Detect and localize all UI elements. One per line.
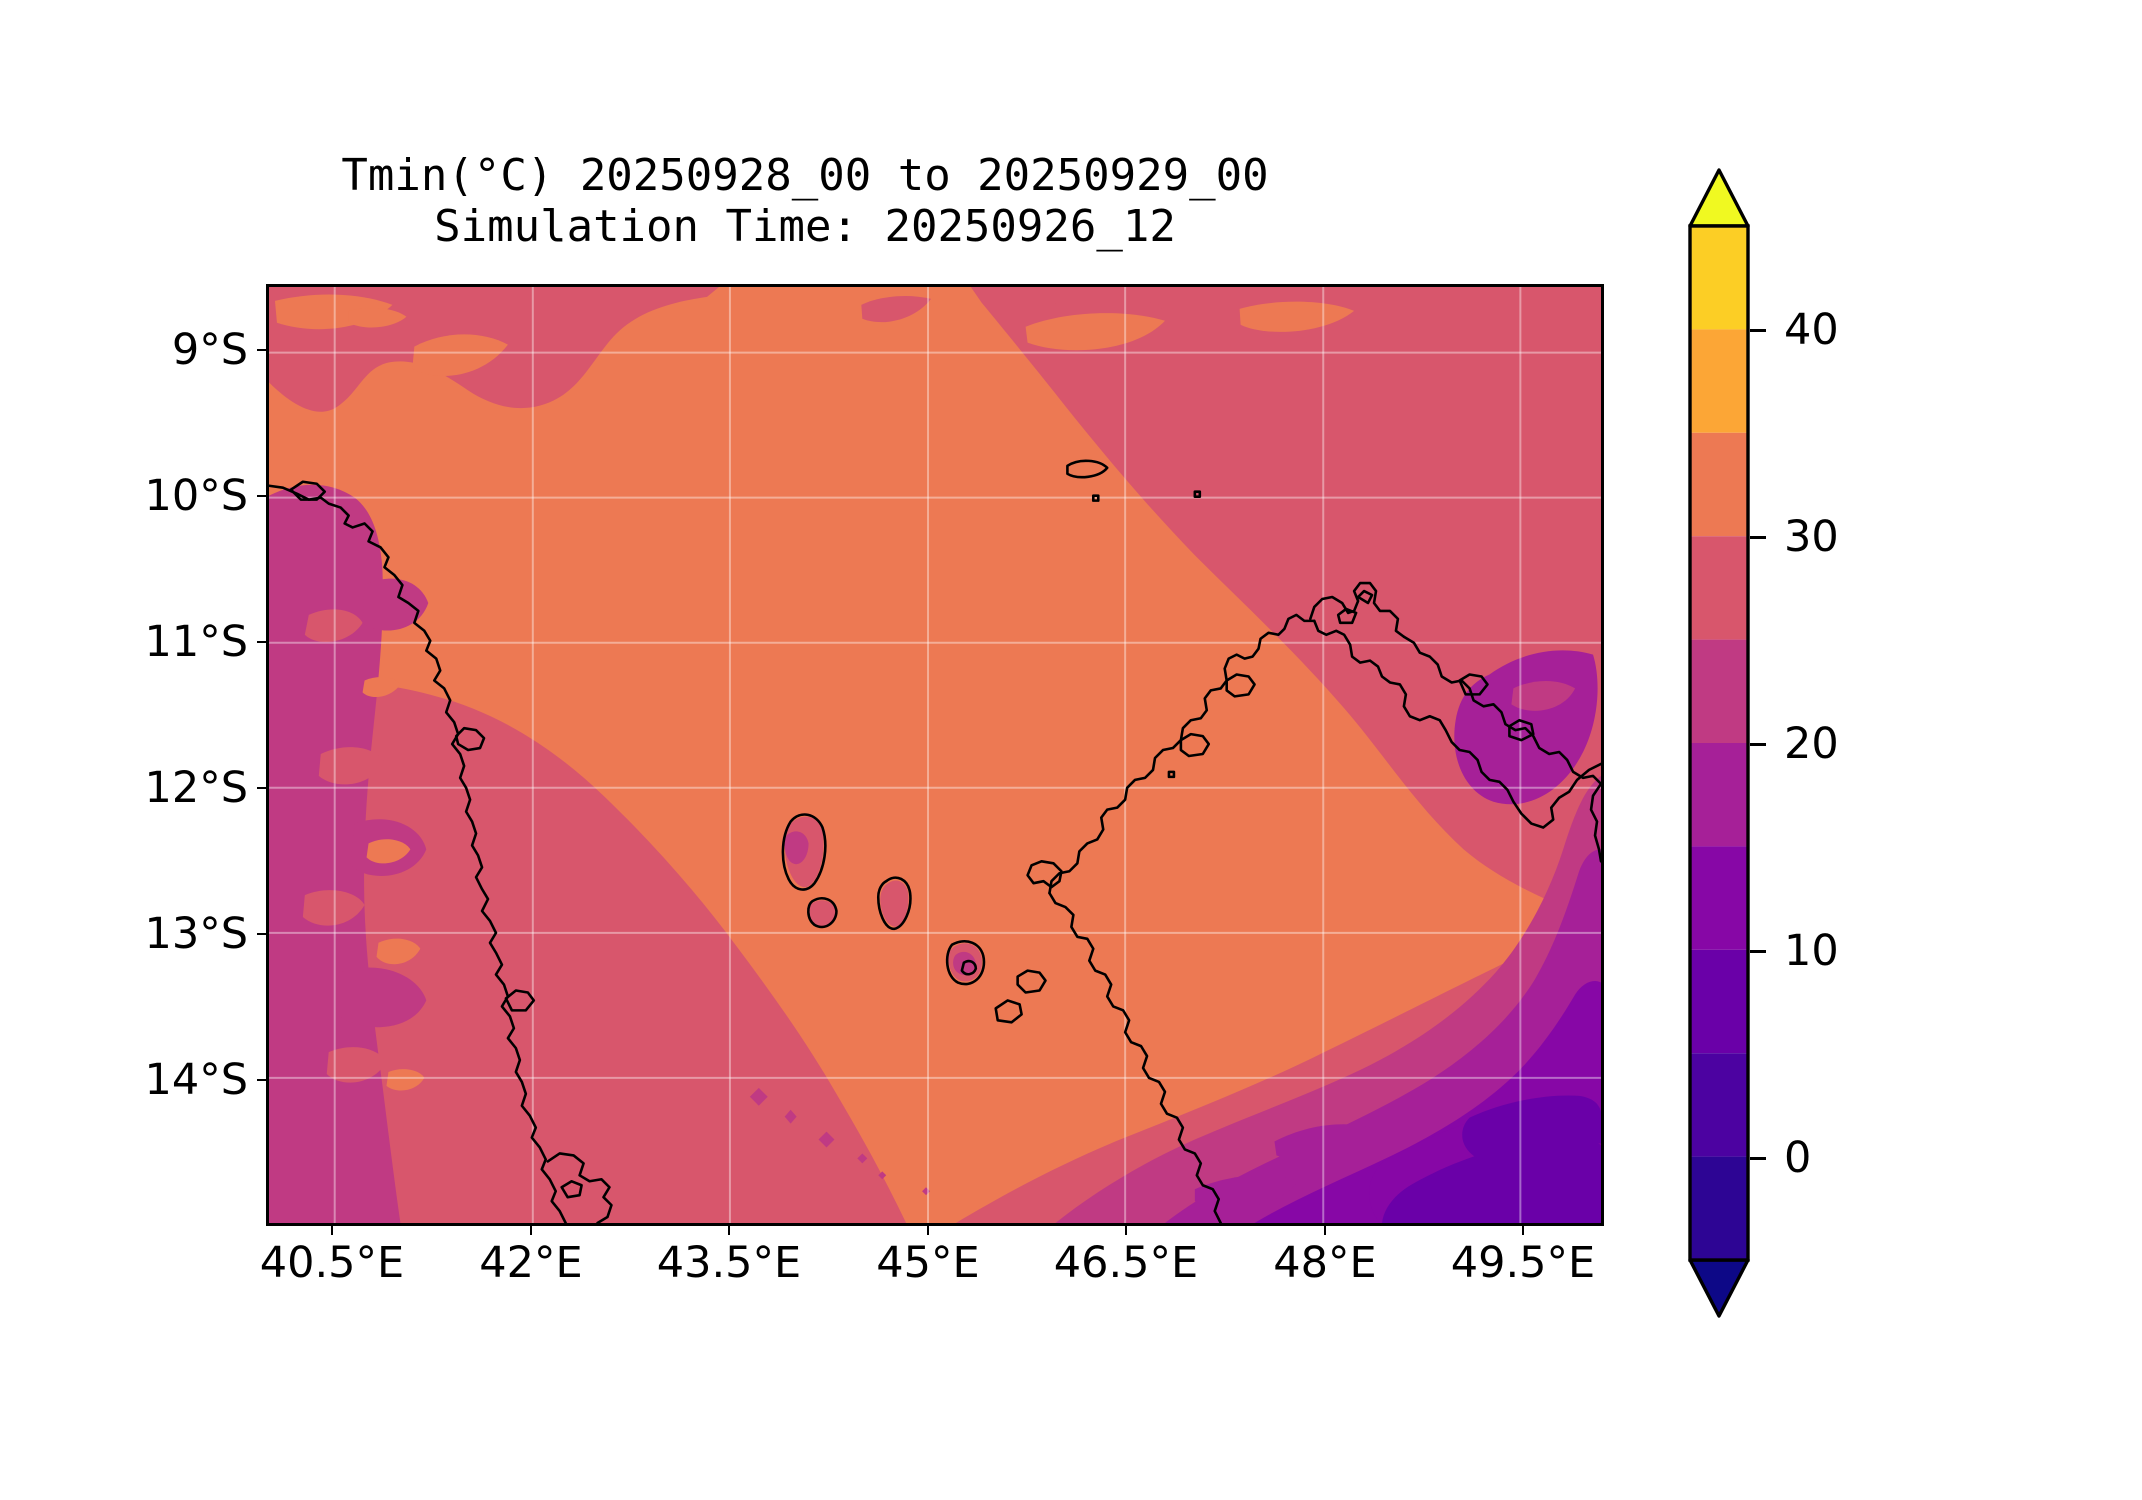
colorbar-tick-label-0: 0 [1784,1133,1812,1183]
colorbar-gradient [1688,168,1750,1318]
map-axes[interactable] [266,284,1604,1226]
xtick-label-1: 42°E [479,1238,583,1288]
xtick-mark [331,1226,333,1235]
figure-title: Tmin(°C) 20250928_00 to 20250929_00 Simu… [265,150,1345,253]
xtick-mark [1125,1226,1127,1235]
ytick-mark [257,933,266,935]
colorbar-tick-mark [1750,950,1766,953]
colorbar-tick-label-10: 10 [1784,926,1839,976]
figure-title-line1: Tmin(°C) 20250928_00 to 20250929_00 [341,150,1269,201]
colorbar-tick-mark [1750,743,1766,746]
colorbar[interactable] [1688,168,1750,1318]
ytick-mark [257,349,266,351]
xtick-label-5: 48°E [1273,1238,1377,1288]
colorbar-tick-label-20: 20 [1784,719,1839,769]
xtick-mark [927,1226,929,1235]
ytick-label-0: 9°S [171,325,248,375]
colorbar-tick-mark [1750,1157,1766,1160]
xtick-label-4: 46.5°E [1053,1238,1199,1288]
xtick-mark [530,1226,532,1235]
xtick-mark [728,1226,730,1235]
temperature-contour-map [269,287,1601,1223]
figure-title-line2: Simulation Time: 20250926_12 [434,201,1176,253]
ytick-mark [257,787,266,789]
ytick-mark [257,641,266,643]
ytick-label-5: 14°S [144,1055,248,1105]
ytick-mark [257,495,266,497]
ytick-label-1: 10°S [144,471,248,521]
colorbar-tick-label-40: 40 [1784,305,1839,355]
colorbar-tick-mark [1750,329,1766,332]
colorbar-tick-mark [1750,536,1766,539]
xtick-mark [1324,1226,1326,1235]
ytick-label-4: 13°S [144,909,248,959]
ytick-label-2: 11°S [144,617,248,667]
xtick-mark [1522,1226,1524,1235]
xtick-label-3: 45°E [876,1238,980,1288]
colorbar-tick-label-30: 30 [1784,512,1839,562]
xtick-label-2: 43.5°E [656,1238,802,1288]
ytick-mark [257,1079,266,1081]
ytick-label-3: 12°S [144,763,248,813]
xtick-label-0: 40.5°E [259,1238,405,1288]
xtick-label-6: 49.5°E [1450,1238,1596,1288]
